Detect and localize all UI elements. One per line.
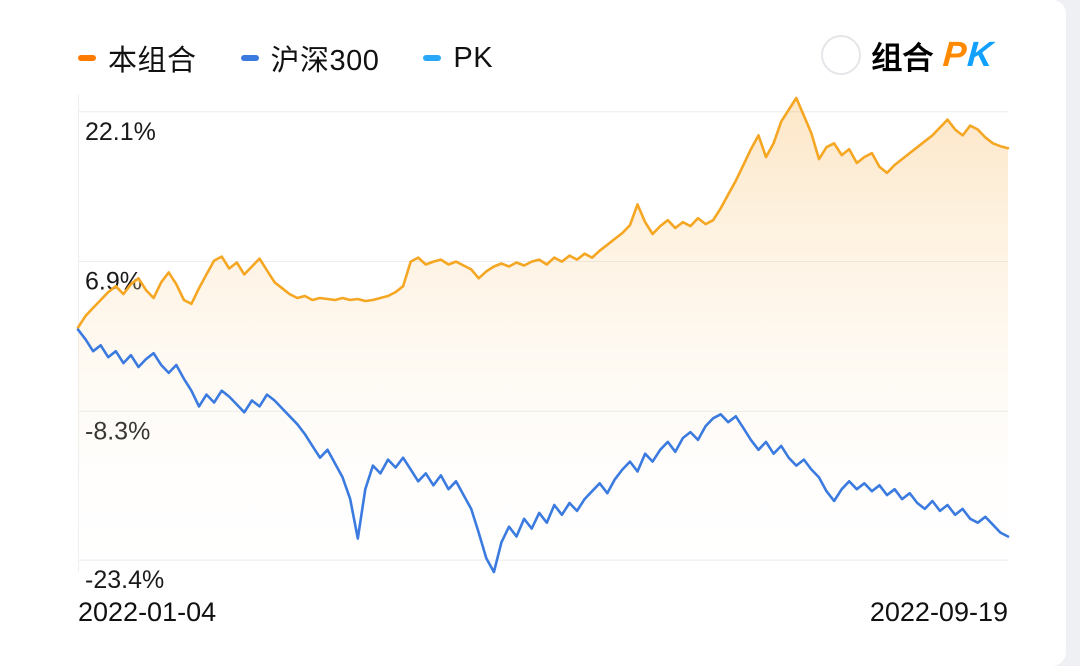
pk-button-prefix: 组合 [871, 40, 934, 76]
legend-item-portfolio[interactable]: 本组合 [78, 37, 197, 79]
csi300-line-marker-icon [240, 55, 259, 61]
legend-label-csi300: 沪深300 [270, 45, 380, 77]
pk-line-marker-icon [423, 55, 442, 61]
x-axis-start-date: 2022-01-04 [78, 596, 217, 627]
portfolio-pk-button[interactable]: 组合 PK [821, 30, 995, 80]
portfolio-line-marker-icon [78, 55, 96, 61]
pk-ring-icon [821, 35, 862, 75]
legend-label-pk: PK [453, 41, 494, 74]
legend-item-pk[interactable]: PK [423, 42, 493, 75]
legend-item-csi300[interactable]: 沪深300 [240, 37, 380, 79]
legend: 本组合 沪深300 PK [78, 36, 493, 80]
x-axis-end-date: 2022-09-19 [869, 596, 1008, 627]
x-axis: 2022-01-04 2022-09-19 [78, 592, 1008, 632]
performance-chart[interactable]: 22.1%6.9%-8.3%-23.4% [76, 95, 1010, 594]
pk-button-letters: PK [942, 35, 995, 75]
svg-text:22.1%: 22.1% [85, 118, 156, 146]
pk-letter-k: K [966, 35, 996, 74]
chart-svg[interactable]: 22.1%6.9%-8.3%-23.4% [76, 95, 1010, 594]
legend-label-portfolio: 本组合 [108, 45, 197, 77]
